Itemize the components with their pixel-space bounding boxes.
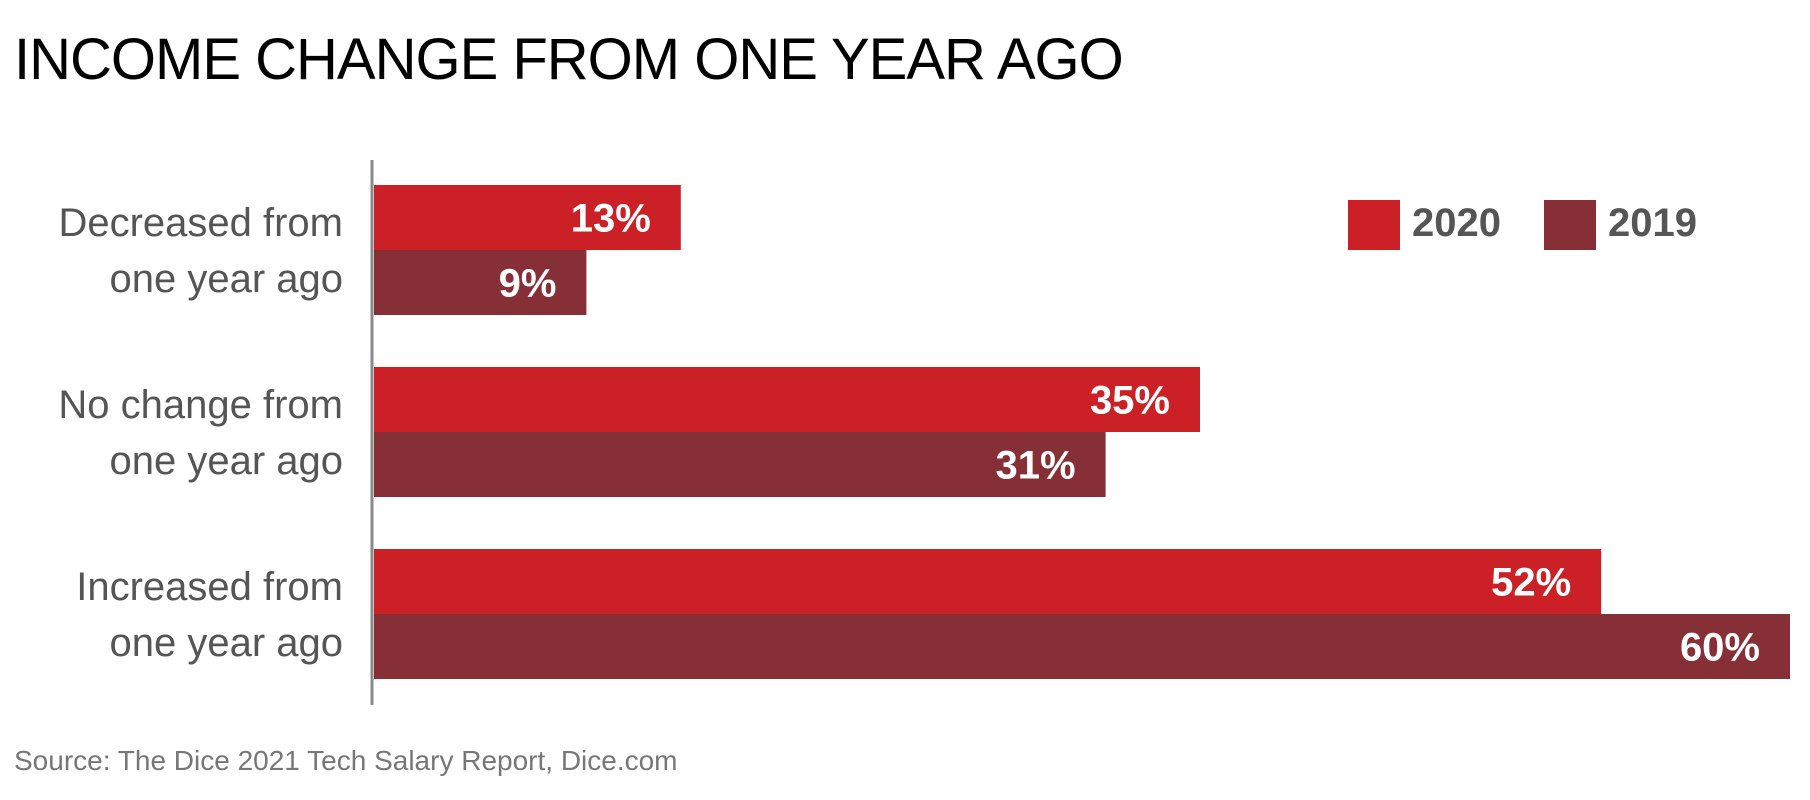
legend-swatch-2020 <box>1348 200 1400 250</box>
bar-2019-2 <box>374 614 1790 679</box>
bars: 13% 9% 35% 31% 52% 60% <box>374 185 1790 679</box>
category-label-0: Decreased from one year ago <box>58 201 343 301</box>
data-label-2020-0: 13% <box>571 197 651 241</box>
bar-2020-1 <box>374 367 1200 432</box>
category-label-line: one year ago <box>109 621 343 665</box>
category-label-2: Increased from one year ago <box>76 565 343 665</box>
bar-2019-1 <box>374 432 1106 497</box>
data-label-2020-1: 35% <box>1090 379 1170 423</box>
legend-swatch-2019 <box>1544 200 1596 250</box>
category-label-line: Decreased from <box>58 201 343 245</box>
category-label-line: Increased from <box>76 565 343 609</box>
data-label-2019-0: 9% <box>499 262 557 306</box>
data-label-2020-2: 52% <box>1491 561 1571 605</box>
legend-label-2020: 2020 <box>1412 201 1501 245</box>
category-label-line: one year ago <box>109 439 343 483</box>
bar-2019-0 <box>374 250 587 315</box>
category-label-1: No change from one year ago <box>58 383 343 483</box>
data-label-2019-2: 60% <box>1680 626 1760 670</box>
category-label-line: No change from <box>58 383 343 427</box>
category-label-line: one year ago <box>109 257 343 301</box>
chart-title: INCOME CHANGE FROM ONE YEAR AGO <box>14 27 1124 92</box>
bar-2020-0 <box>374 185 681 250</box>
legend: 2020 2019 <box>1348 200 1697 250</box>
data-label-2019-1: 31% <box>996 444 1076 488</box>
legend-label-2019: 2019 <box>1608 201 1697 245</box>
bar-2020-2 <box>374 549 1602 614</box>
chart-source: Source: The Dice 2021 Tech Salary Report… <box>14 745 678 776</box>
